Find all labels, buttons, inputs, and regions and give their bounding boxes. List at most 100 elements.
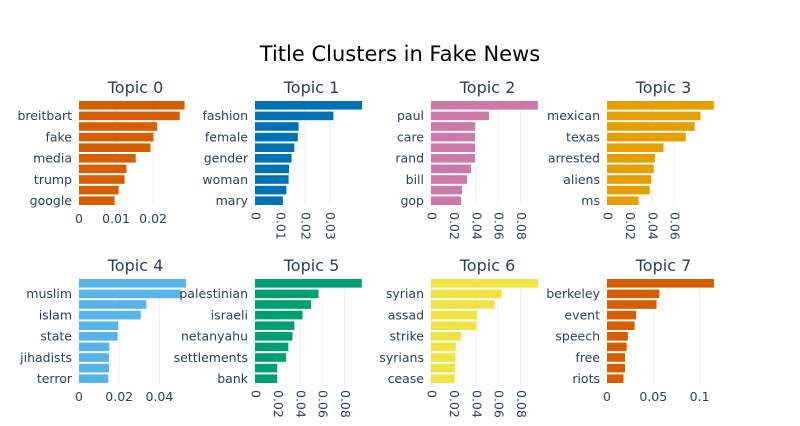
x-tick-label: 0.04 (469, 390, 484, 418)
bar (255, 196, 283, 205)
bar (607, 332, 628, 341)
bar (255, 332, 293, 341)
bar (255, 185, 287, 195)
x-tick-label: 0.02 (271, 390, 286, 418)
bar (79, 175, 125, 184)
bar (255, 154, 292, 163)
subplot-title: Topic 0 (107, 78, 164, 97)
x-tick-label: 0.08 (514, 212, 529, 240)
bar (607, 289, 660, 299)
bar (255, 122, 299, 131)
bar (79, 363, 109, 373)
bar (431, 164, 472, 174)
x-tick-label: 0 (425, 212, 440, 220)
bar (431, 154, 475, 163)
y-tick-label: fashion (202, 108, 248, 123)
bar (79, 321, 119, 330)
x-tick-label: 0.02 (623, 212, 638, 240)
x-tick-label: 0.01 (273, 212, 288, 240)
x-tick-label: 0.02 (447, 390, 462, 418)
y-tick-label: care (397, 129, 424, 144)
bar (255, 279, 362, 288)
bar (607, 185, 650, 195)
x-tick-label: 0.06 (668, 212, 683, 240)
bar (607, 363, 626, 373)
x-tick-label: 0.04 (469, 212, 484, 240)
bar (431, 185, 463, 195)
bar (255, 289, 319, 299)
bar (255, 175, 289, 184)
x-tick-label: 0 (425, 390, 440, 398)
x-tick-label: 0.02 (298, 212, 313, 240)
subplot-title: Topic 6 (459, 256, 516, 275)
bar (607, 342, 627, 352)
x-tick-label: 0.06 (492, 212, 507, 240)
bar (79, 101, 185, 110)
bar (607, 154, 655, 163)
x-tick-label: 0 (249, 212, 264, 220)
bar (431, 289, 502, 299)
y-tick-label: settlements (174, 350, 248, 365)
bar (255, 164, 290, 174)
page-title: Title Clusters in Fake News (259, 42, 541, 66)
y-tick-label: cease (388, 371, 425, 386)
x-tick-label: 0 (75, 211, 83, 226)
bar (607, 321, 635, 330)
y-tick-label: netanyahu (181, 329, 248, 344)
y-tick-label: free (575, 350, 600, 365)
bar (431, 310, 478, 320)
bar (431, 374, 455, 383)
y-tick-label: mary (216, 193, 249, 208)
y-tick-label: trump (34, 172, 72, 187)
y-tick-label: texas (566, 129, 600, 144)
bar (431, 132, 475, 142)
bar (431, 122, 476, 131)
y-tick-label: woman (202, 172, 248, 187)
bar (79, 185, 119, 195)
bar (79, 342, 110, 352)
bar (607, 175, 652, 184)
x-tick-label: 0.06 (492, 390, 507, 418)
y-tick-label: ms (581, 193, 600, 208)
bar (431, 332, 461, 341)
bar (255, 321, 295, 330)
subplot-title: Topic 5 (283, 256, 340, 275)
bar (79, 154, 136, 163)
y-tick-label: assad (388, 307, 424, 322)
subplot-title: Topic 1 (283, 78, 340, 97)
y-tick-label: syrian (386, 286, 424, 301)
bar (431, 353, 456, 362)
bar (79, 374, 109, 383)
bar (607, 143, 664, 152)
y-tick-label: gender (204, 151, 249, 166)
bar (607, 374, 624, 383)
bar (255, 132, 298, 142)
bar (431, 101, 538, 110)
x-tick-label: 0.03 (323, 212, 338, 240)
bar (431, 196, 461, 205)
y-tick-label: female (205, 129, 248, 144)
x-tick-label: 0.08 (514, 390, 529, 418)
y-tick-label: berkeley (546, 286, 600, 301)
y-tick-label: riots (572, 371, 600, 386)
y-tick-label: arrested (548, 151, 600, 166)
y-tick-label: syrians (379, 350, 424, 365)
y-tick-label: bank (217, 371, 249, 386)
y-tick-label: muslim (26, 286, 72, 301)
subplot-title: Topic 3 (635, 78, 692, 97)
bar (79, 196, 115, 205)
y-tick-label: google (30, 193, 73, 208)
y-tick-label: media (33, 151, 72, 166)
bar (79, 353, 109, 362)
subplot-title: Topic 2 (459, 78, 516, 97)
x-tick-label: 0 (249, 390, 264, 398)
bar (255, 111, 334, 121)
bar (255, 101, 363, 110)
x-tick-label: 0 (601, 212, 616, 220)
